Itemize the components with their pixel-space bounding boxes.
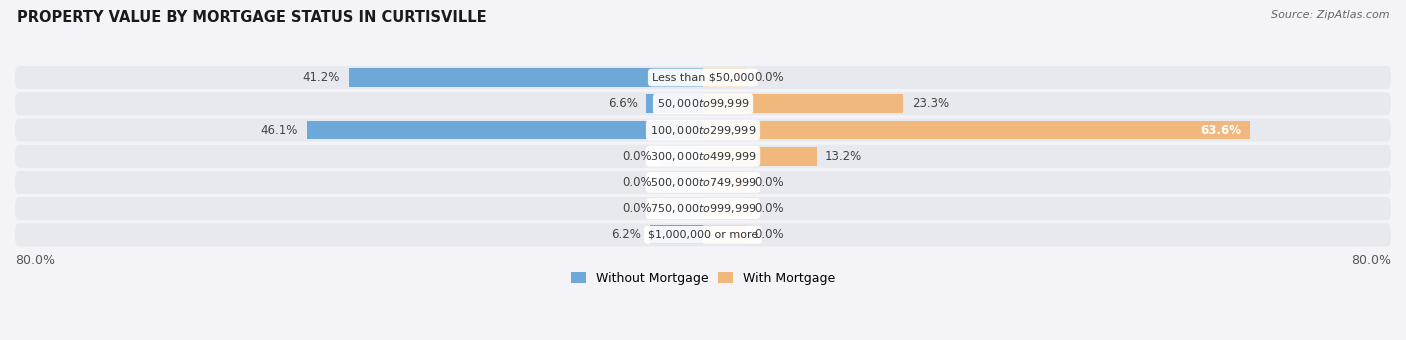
Text: 80.0%: 80.0% [1351,254,1391,267]
Bar [650,225,703,244]
Bar [703,173,747,192]
Bar [647,94,703,113]
Bar [703,94,904,113]
FancyBboxPatch shape [15,92,1391,115]
Text: 6.2%: 6.2% [612,228,641,241]
Text: 0.0%: 0.0% [621,202,651,215]
Text: 0.0%: 0.0% [755,71,785,84]
Text: 13.2%: 13.2% [825,150,862,163]
Text: 63.6%: 63.6% [1201,123,1241,136]
FancyBboxPatch shape [15,171,1391,194]
Bar [703,147,817,166]
Text: 0.0%: 0.0% [621,176,651,189]
Bar [659,173,703,192]
FancyBboxPatch shape [15,197,1391,220]
Text: $300,000 to $499,999: $300,000 to $499,999 [650,150,756,163]
Text: $1,000,000 or more: $1,000,000 or more [648,230,758,240]
FancyBboxPatch shape [15,145,1391,168]
Bar [703,68,747,87]
FancyBboxPatch shape [15,66,1391,89]
Bar [349,68,703,87]
Text: $750,000 to $999,999: $750,000 to $999,999 [650,202,756,215]
Text: 46.1%: 46.1% [260,123,298,136]
Legend: Without Mortgage, With Mortgage: Without Mortgage, With Mortgage [565,267,841,290]
Text: 0.0%: 0.0% [755,228,785,241]
Text: Source: ZipAtlas.com: Source: ZipAtlas.com [1271,10,1389,20]
Text: $100,000 to $299,999: $100,000 to $299,999 [650,123,756,136]
Text: 23.3%: 23.3% [912,97,949,110]
Text: $500,000 to $749,999: $500,000 to $749,999 [650,176,756,189]
Text: 41.2%: 41.2% [302,71,340,84]
Bar [659,147,703,166]
Bar [703,121,1250,139]
Text: 80.0%: 80.0% [15,254,55,267]
FancyBboxPatch shape [15,118,1391,141]
Text: PROPERTY VALUE BY MORTGAGE STATUS IN CURTISVILLE: PROPERTY VALUE BY MORTGAGE STATUS IN CUR… [17,10,486,25]
FancyBboxPatch shape [15,223,1391,246]
Text: 0.0%: 0.0% [755,176,785,189]
Text: 0.0%: 0.0% [621,150,651,163]
Bar [703,225,747,244]
Bar [703,199,747,218]
Bar [659,199,703,218]
Text: 6.6%: 6.6% [607,97,638,110]
Text: $50,000 to $99,999: $50,000 to $99,999 [657,97,749,110]
Bar [307,121,703,139]
Text: 0.0%: 0.0% [755,202,785,215]
Text: Less than $50,000: Less than $50,000 [652,72,754,83]
